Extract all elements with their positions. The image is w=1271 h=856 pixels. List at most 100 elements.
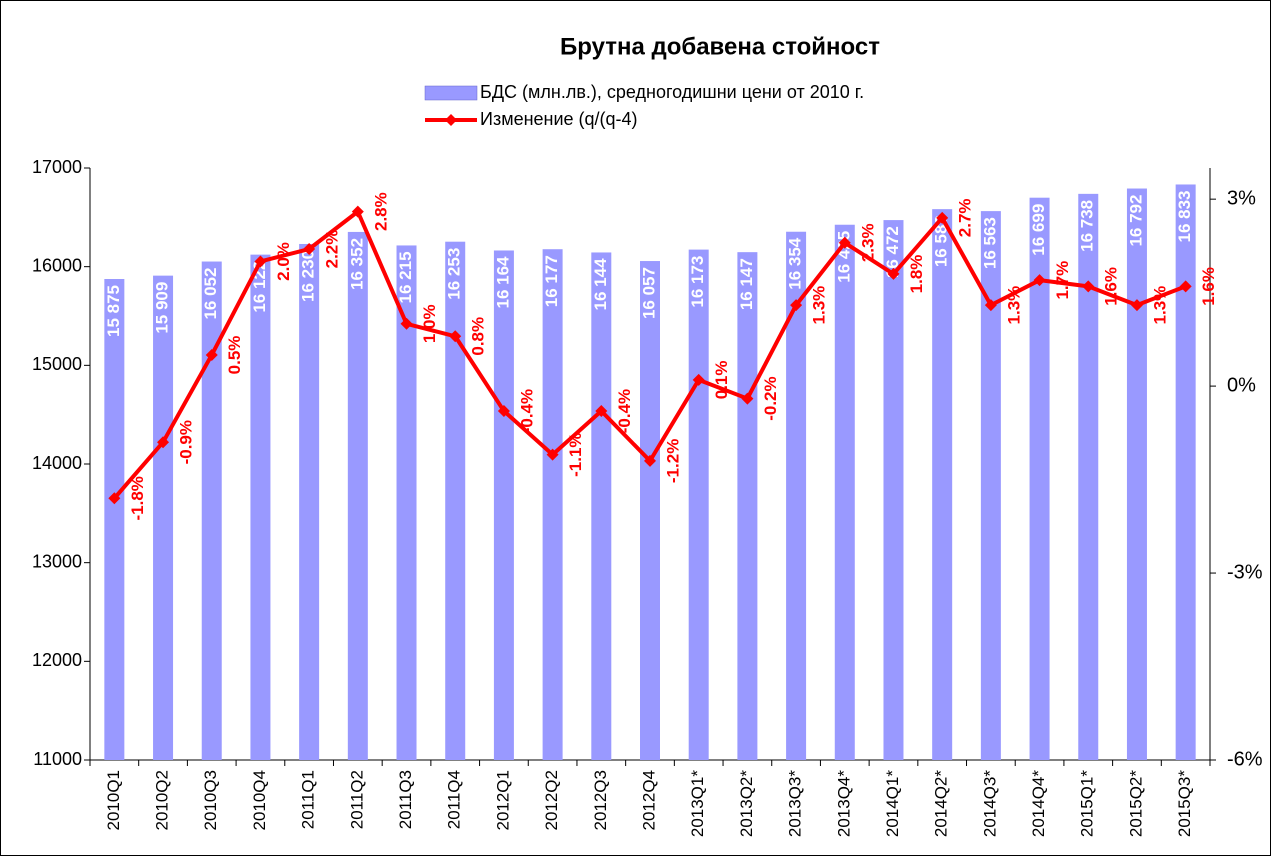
- bar-value-label: 16 177: [542, 255, 561, 307]
- line-marker: [741, 392, 754, 405]
- line-value-label: 2.7%: [956, 198, 975, 237]
- bar: [542, 249, 563, 760]
- bar: [1029, 197, 1050, 760]
- x-tick-label: 2013Q4*: [834, 770, 853, 837]
- bar-value-label: 16 352: [347, 238, 366, 290]
- x-tick-label: 2010Q4: [250, 770, 269, 831]
- line-marker: [790, 299, 803, 312]
- x-tick-label: 2011Q2: [347, 770, 366, 829]
- x-tick-label: 2013Q3*: [786, 770, 805, 837]
- bar-value-label: 16 147: [737, 258, 756, 310]
- x-tick-label: 2015Q2*: [1126, 770, 1145, 837]
- bar-value-label: 16 699: [1029, 204, 1048, 256]
- line-value-label: 1.8%: [907, 255, 926, 294]
- line-marker: [254, 255, 267, 268]
- y-tick-label: 17000: [32, 157, 82, 177]
- line-marker: [936, 211, 949, 224]
- bar: [201, 261, 222, 760]
- line-value-label: 2.8%: [371, 192, 390, 231]
- y-tick-label: 11000: [33, 749, 82, 769]
- line-value-label: 0.5%: [225, 336, 244, 375]
- line-marker: [351, 205, 364, 218]
- line-marker: [1179, 280, 1192, 293]
- chart-title: Брутна добавена стойност: [560, 33, 880, 60]
- line-marker: [1033, 274, 1046, 287]
- bar: [640, 261, 660, 760]
- x-tick-label: 2014Q3*: [980, 770, 999, 837]
- x-tick-label: 2015Q1*: [1078, 770, 1097, 837]
- line-value-label: 1.3%: [810, 286, 829, 325]
- y2-tick-label: -3%: [1227, 561, 1263, 583]
- bar: [1078, 193, 1099, 761]
- line-marker: [595, 405, 608, 418]
- line-marker: [1130, 299, 1143, 312]
- bar: [883, 220, 904, 760]
- x-tick-label: 2011Q3: [396, 770, 415, 829]
- line-marker: [887, 267, 900, 280]
- line-value-label: 0.1%: [712, 360, 731, 399]
- line-value-label: 0.8%: [469, 317, 488, 356]
- bar-value-label: 16 230: [299, 250, 318, 302]
- bar: [1126, 188, 1147, 761]
- line-value-label: -1.8%: [128, 476, 147, 520]
- bar: [1175, 184, 1196, 760]
- line-value-label: 2.2%: [323, 230, 342, 269]
- bar: [980, 211, 1001, 761]
- line-marker: [497, 405, 510, 418]
- x-tick-label: 2011Q4: [445, 770, 464, 829]
- bar: [786, 231, 807, 761]
- line-value-label: -1.1%: [566, 432, 585, 476]
- line-marker: [400, 317, 413, 330]
- y-tick-label: 14000: [32, 453, 82, 473]
- x-tick-label: 2012Q1: [493, 770, 512, 831]
- bar-value-label: 16 057: [639, 267, 658, 319]
- legend-marker: [445, 114, 457, 126]
- line-marker: [644, 454, 656, 467]
- line-value-label: 1.7%: [1053, 261, 1072, 300]
- bar-value-label: 16 122: [250, 261, 269, 313]
- bar: [299, 243, 320, 760]
- bar: [932, 209, 953, 761]
- bar: [250, 254, 271, 760]
- line-value-label: -1.2%: [663, 439, 682, 483]
- x-tick-label: 2014Q2*: [932, 770, 951, 837]
- bar-value-label: 16 563: [980, 217, 999, 269]
- bar: [104, 279, 125, 760]
- bar: [688, 249, 709, 760]
- x-tick-label: 2013Q1*: [688, 770, 707, 837]
- bar-value-label: 16 354: [786, 237, 805, 290]
- bar-value-label: 15 875: [104, 285, 123, 337]
- y-tick-label: 13000: [32, 551, 82, 571]
- bar-value-label: 16 472: [883, 226, 902, 278]
- bar-value-label: 16 052: [201, 268, 220, 320]
- line-marker: [449, 330, 462, 343]
- x-tick-label: 2012Q3: [591, 770, 610, 831]
- line-value-label: 1.0%: [420, 304, 439, 343]
- x-tick-label: 2014Q4*: [1029, 770, 1048, 837]
- line-value-label: 1.3%: [1004, 286, 1023, 325]
- legend-swatch: [424, 85, 478, 101]
- x-tick-label: 2010Q1: [104, 770, 123, 831]
- line-marker: [1082, 280, 1095, 293]
- line-value-label: 1.6%: [1102, 267, 1121, 306]
- bar-value-label: 16 164: [493, 256, 512, 309]
- x-tick-label: 2012Q4: [639, 770, 658, 831]
- legend-label: Изменение (q/(q-4): [480, 109, 638, 129]
- line-marker: [108, 492, 121, 505]
- x-tick-label: 2010Q2: [153, 770, 172, 831]
- bar: [737, 252, 758, 761]
- bar: [591, 252, 612, 760]
- y-tick-label: 12000: [32, 650, 82, 670]
- line-marker: [984, 299, 997, 312]
- bar-value-label: 16 173: [688, 256, 707, 308]
- bar-value-label: 16 215: [396, 251, 415, 303]
- y2-tick-label: -6%: [1227, 748, 1263, 770]
- bar-value-label: 16 144: [591, 258, 610, 311]
- legend-label: БДС (млн.лв.), средногодишни цени от 201…: [480, 82, 864, 102]
- bar: [493, 250, 514, 760]
- x-tick-label: 2013Q2*: [737, 770, 756, 837]
- bar: [445, 241, 466, 761]
- line-value-label: 2.3%: [858, 223, 877, 262]
- line-marker: [303, 243, 316, 256]
